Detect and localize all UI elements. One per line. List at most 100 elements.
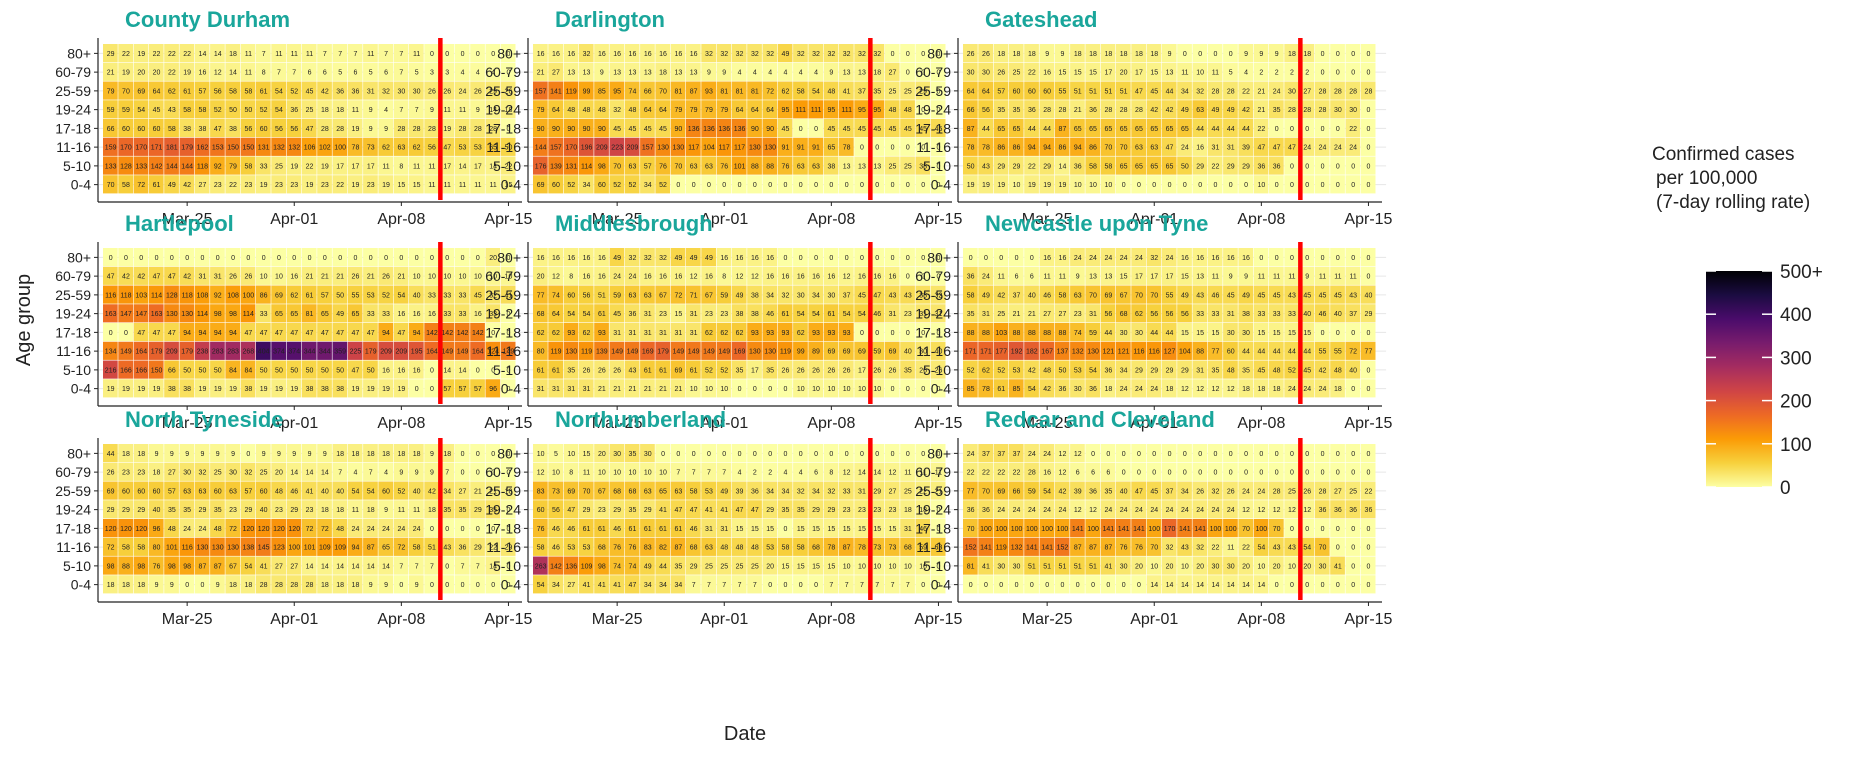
cell-value-label: 13 xyxy=(1196,274,1204,281)
cell-value-label: 5 xyxy=(415,70,419,77)
cell-value-label: 47 xyxy=(306,126,314,133)
cell-value-label: 11 xyxy=(428,182,435,189)
heatmap-cell xyxy=(378,137,394,156)
heatmap-cell xyxy=(439,137,455,156)
cell-value-label: 141 xyxy=(1133,526,1145,533)
y-tick-label: 25-59 xyxy=(485,287,521,303)
y-tick-label: 0-4 xyxy=(501,177,521,193)
cell-value-label: 76 xyxy=(613,545,621,552)
cell-value-label: 9 xyxy=(430,107,434,114)
cell-value-label: 21 xyxy=(537,70,545,77)
cell-value-label: 0 xyxy=(1351,70,1355,77)
cell-value-label: 111 xyxy=(841,107,852,114)
cell-value-label: 31 xyxy=(214,274,222,281)
cell-value-label: 24 xyxy=(1074,255,1082,262)
cell-value-label: 45 xyxy=(843,126,851,133)
cell-value-label: 71 xyxy=(690,292,698,299)
cell-value-label: 22 xyxy=(997,470,1005,477)
cell-value-label: 47 xyxy=(397,330,405,337)
cell-value-label: 16 xyxy=(858,274,866,281)
cell-value-label: 0 xyxy=(692,182,696,189)
cell-value-label: 33 xyxy=(260,163,268,170)
heatmap-cell xyxy=(210,62,225,81)
cell-value-label: 32 xyxy=(843,51,851,58)
cell-value-label: 58 xyxy=(413,545,421,552)
heatmap-cell xyxy=(347,62,363,81)
cell-value-label: 62 xyxy=(290,292,298,299)
cell-value-label: 11 xyxy=(1212,274,1219,281)
cell-value-label: 56 xyxy=(1166,311,1174,318)
cell-value-label: 6 xyxy=(353,70,357,77)
cell-value-label: 0 xyxy=(246,451,250,458)
cell-value-label: 100 xyxy=(1148,526,1160,533)
cell-value-label: 34 xyxy=(1181,88,1189,95)
cell-value-label: 59 xyxy=(122,107,130,114)
cell-value-label: 17 xyxy=(1135,70,1143,77)
cell-value-label: 72 xyxy=(306,526,314,533)
cell-value-label: 15 xyxy=(674,311,682,318)
cell-value-label: 28 xyxy=(1059,107,1067,114)
cell-value-label: 79 xyxy=(690,107,698,114)
cell-value-label: 14 xyxy=(459,367,467,374)
cell-value-label: 29 xyxy=(107,507,115,514)
cell-value-label: 94 xyxy=(1074,145,1082,152)
y-tick-label: 0-4 xyxy=(931,381,951,397)
cell-value-label: 61 xyxy=(183,88,191,95)
cell-value-label: 9 xyxy=(600,70,604,77)
cell-value-label: 28 xyxy=(474,126,482,133)
heatmap-cell xyxy=(701,44,716,63)
cell-value-label: 149 xyxy=(688,349,700,356)
cell-value-label: 14 xyxy=(321,563,329,570)
cell-value-label: 54 xyxy=(537,582,545,589)
cell-value-label: 61 xyxy=(782,311,790,318)
cell-value-label: 95 xyxy=(873,107,881,114)
cell-value-label: 45 xyxy=(1150,488,1158,495)
cell-value-label: 48 xyxy=(736,545,744,552)
cell-value-label: 54 xyxy=(244,563,252,570)
cell-value-label: 18 xyxy=(137,582,145,589)
cell-value-label: 28 xyxy=(1288,107,1296,114)
cell-value-label: 177 xyxy=(995,349,1007,356)
cell-value-label: 11 xyxy=(1319,274,1326,281)
cell-value-label: 0 xyxy=(1321,470,1325,477)
heatmap-cell xyxy=(256,175,271,194)
cell-value-label: 45 xyxy=(782,126,790,133)
cell-value-label: 11 xyxy=(444,107,451,114)
cell-value-label: 17 xyxy=(443,163,451,170)
cell-value-label: 19 xyxy=(382,386,390,393)
heatmap-cell xyxy=(378,156,394,175)
heatmap-cell xyxy=(409,62,424,81)
cell-value-label: 4 xyxy=(353,470,357,477)
cell-value-label: 34 xyxy=(782,488,790,495)
cell-value-label: 130 xyxy=(749,145,761,152)
y-tick-label: 5-10 xyxy=(63,558,91,574)
cell-value-label: 0 xyxy=(476,470,480,477)
cell-value-label: 0 xyxy=(891,255,895,262)
cell-value-label: 0 xyxy=(200,582,204,589)
cell-value-label: 9 xyxy=(277,451,281,458)
cell-value-label: 0 xyxy=(430,51,434,58)
cell-value-label: 22 xyxy=(336,182,344,189)
cell-value-label: 0 xyxy=(1336,70,1340,77)
cell-value-label: 58 xyxy=(122,182,130,189)
cell-value-label: 43 xyxy=(1181,545,1189,552)
cell-value-label: 0 xyxy=(1290,126,1294,133)
cell-value-label: 0 xyxy=(1213,451,1217,458)
cell-value-label: 35 xyxy=(674,563,682,570)
cell-value-label: 16 xyxy=(413,311,421,318)
cell-value-label: 69 xyxy=(1104,292,1112,299)
cell-value-label: 24 xyxy=(1089,255,1097,262)
cell-value-label: 24 xyxy=(1166,255,1174,262)
cell-value-label: 18 xyxy=(1288,51,1296,58)
cell-value-label: 132 xyxy=(273,145,285,152)
cell-value-label: 42 xyxy=(137,274,145,281)
cell-value-label: 9 xyxy=(170,451,174,458)
cell-value-label: 60 xyxy=(153,488,161,495)
cell-value-label: 58 xyxy=(967,292,975,299)
cell-value-label: 44 xyxy=(1196,126,1204,133)
cell-value-label: 16 xyxy=(1242,255,1250,262)
cell-value-label: 136 xyxy=(734,126,746,133)
cell-value-label: 41 xyxy=(260,563,268,570)
